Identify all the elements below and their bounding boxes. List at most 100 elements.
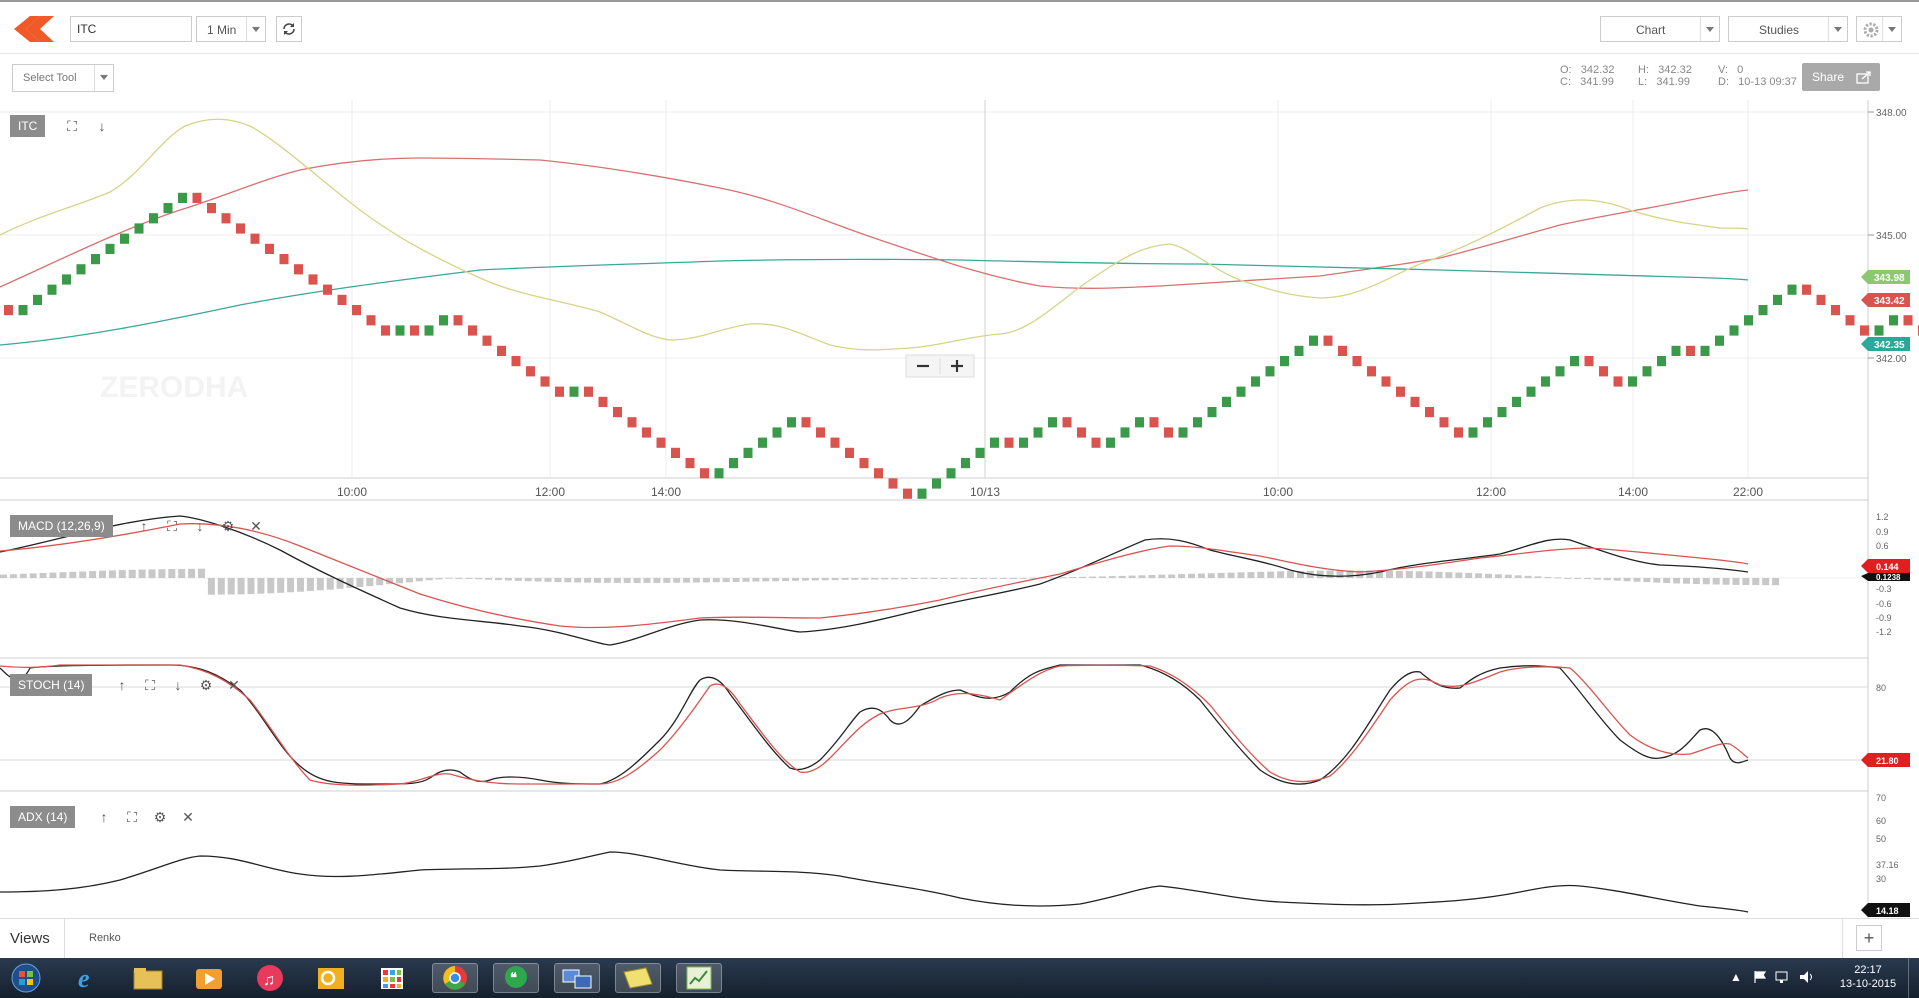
folder-taskbar-button[interactable] [615,963,661,993]
symbol-search-input[interactable] [70,16,192,42]
zoom-out-button[interactable] [906,355,940,377]
macd-histogram-bar [663,578,671,583]
macd-histogram-bar [1267,571,1275,578]
network-icon[interactable] [1774,969,1792,985]
macd-histogram-bar [1603,578,1611,581]
macd-histogram-bar [821,578,829,581]
main-panel-label[interactable]: ITC [10,115,46,137]
expand-icon[interactable]: ⛶ [167,518,177,534]
select-tool-dropdown[interactable]: Select Tool [12,64,114,92]
macd-histogram-bar [247,578,255,595]
macd-histogram-bar [0,574,7,578]
ohlc-label: D: [1718,76,1729,88]
expand-icon[interactable]: ⛶ [67,118,77,134]
arrow-down-icon[interactable]: ↓ [98,118,106,134]
renko-brick [526,366,535,377]
macd-panel-label[interactable]: MACD (12,26,9) [10,515,113,537]
macd-histogram-bar [1158,574,1166,578]
macd-histogram-bar [198,568,205,578]
itunes-taskbar-button[interactable]: ♫ [247,963,293,993]
start-orb-button[interactable] [4,963,48,993]
chrome-taskbar-button[interactable] [432,963,478,993]
macd-histogram-bar [1485,573,1492,578]
close-icon[interactable]: ✕ [182,809,194,825]
macd-histogram-bar [1663,578,1671,583]
renko-brick [1628,376,1637,387]
expand-icon[interactable]: ⛶ [145,677,155,693]
outlook-taskbar-button[interactable] [308,963,354,993]
renko-brick [1381,376,1391,387]
stoch-d-line [0,664,1749,786]
system-clock[interactable]: 22:17 13-10-2015 [1832,963,1904,991]
view-tab-renko[interactable]: Renko [89,932,121,944]
kite-logo-icon[interactable] [12,14,56,44]
macd-histogram-bar [1405,571,1413,578]
macd-histogram-bar [594,578,601,583]
svg-text:e: e [78,964,90,993]
add-view-button[interactable]: + [1856,925,1882,951]
volume-icon[interactable] [1798,969,1816,985]
macd-histogram-bar [514,578,522,581]
chart-canvas[interactable]: ZERODHA 10:00 12:00 14:00 10/13 10:00 12… [0,100,1919,918]
renko-brick [1120,427,1130,438]
file-explorer-taskbar-button[interactable] [125,963,171,993]
renko-brick [729,458,738,469]
arrow-down-icon[interactable]: ↓ [174,677,182,693]
zoom-in-button[interactable] [940,355,974,377]
renko-brick [134,223,144,234]
renko-brick [1193,417,1202,428]
action-center-flag-icon[interactable] [1752,969,1768,985]
refresh-button[interactable] [276,16,302,42]
renko-brick [1497,407,1507,418]
media-player-taskbar-button[interactable] [186,963,232,993]
macd-histogram-bar [1504,574,1512,578]
renko-brick [787,417,796,428]
low-value: 341.99 [1656,76,1691,88]
ohlc-label: H: [1638,64,1649,76]
settings-dropdown[interactable] [1856,16,1902,42]
chart-menu-dropdown[interactable]: Chart [1600,16,1720,42]
app-grid-taskbar-button[interactable] [369,963,415,993]
macd-histogram-bar [306,578,314,591]
chart-area[interactable]: ZERODHA 10:00 12:00 14:00 10/13 10:00 12… [0,100,1919,918]
renko-brick [903,488,912,499]
hangouts-taskbar-button[interactable]: ❝ [493,963,539,993]
macd-histogram-bar [1168,574,1176,578]
renko-brick [714,468,724,479]
macd-histogram-bar [742,578,750,582]
network-tool-icon [562,969,592,989]
macd-histogram-bar [1544,576,1552,578]
arrow-up-icon[interactable]: ↑ [100,809,108,825]
tray-expand-icon[interactable]: ▲ [1730,970,1742,984]
renko-brick [1367,366,1376,377]
expand-icon[interactable]: ⛶ [127,809,137,825]
arrow-up-icon[interactable]: ↑ [118,677,126,693]
macd-histogram-bar [316,578,324,591]
gear-icon[interactable]: ⚙ [221,518,235,534]
macd-histogram-bar [1089,576,1096,578]
renko-brick [1686,345,1695,356]
studies-menu-dropdown[interactable]: Studies [1728,16,1848,42]
stoch-panel-label[interactable]: STOCH (14) [10,674,93,696]
arrow-up-icon[interactable]: ↑ [140,518,148,534]
ohlc-readout: O: 342.32 C: 341.99 [1560,64,1614,88]
chart-toolbar: Select Tool O: 342.32 C: 341.99 H: 342.3… [0,55,1919,100]
macd-histogram-bar [267,578,275,594]
show-desktop-button[interactable] [1908,958,1919,998]
close-icon[interactable]: ✕ [228,677,240,693]
macd-histogram-bar [1455,572,1463,578]
adx-panel-label[interactable]: ADX (14) [10,806,76,828]
network-tool-taskbar-button[interactable] [554,963,600,993]
renko-brick [91,254,100,265]
gear-icon[interactable]: ⚙ [153,809,167,825]
arrow-down-icon[interactable]: ↓ [196,518,204,534]
interval-dropdown[interactable]: 1 Min [196,16,266,42]
share-button[interactable]: Share [1802,63,1880,91]
close-icon[interactable]: ✕ [250,518,262,534]
internet-explorer-taskbar-button[interactable]: e [64,963,110,993]
renko-brick [192,192,202,203]
renko-brick [1062,417,1072,428]
renko-bricks [4,192,1919,499]
gear-icon[interactable]: ⚙ [199,677,213,693]
chart-app-taskbar-button[interactable] [676,963,722,993]
